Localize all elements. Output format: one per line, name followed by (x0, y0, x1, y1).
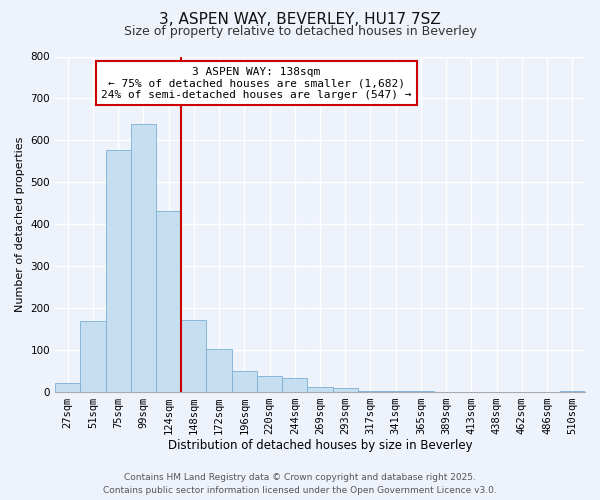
Bar (156, 212, 181, 392)
Bar (106, 150, 131, 392)
Bar (80, 321, 106, 392)
X-axis label: Distribution of detached houses by size in Beverley: Distribution of detached houses by size … (168, 440, 472, 452)
Bar (282, 378, 307, 392)
Text: 3 ASPEN WAY: 138sqm
← 75% of detached houses are smaller (1,682)
24% of semi-det: 3 ASPEN WAY: 138sqm ← 75% of detached ho… (101, 66, 412, 100)
Bar (358, 390, 383, 392)
Bar (232, 370, 257, 392)
Bar (181, 320, 206, 392)
Bar (206, 349, 232, 392)
Bar (560, 390, 585, 392)
Bar (332, 388, 358, 392)
Bar (131, 124, 156, 392)
Bar (307, 386, 332, 392)
Bar (257, 376, 282, 392)
Text: Contains HM Land Registry data © Crown copyright and database right 2025.
Contai: Contains HM Land Registry data © Crown c… (103, 474, 497, 495)
Text: 3, ASPEN WAY, BEVERLEY, HU17 7SZ: 3, ASPEN WAY, BEVERLEY, HU17 7SZ (159, 12, 441, 28)
Bar (55, 383, 80, 392)
Text: Size of property relative to detached houses in Beverley: Size of property relative to detached ho… (124, 25, 476, 38)
Y-axis label: Number of detached properties: Number of detached properties (15, 136, 25, 312)
